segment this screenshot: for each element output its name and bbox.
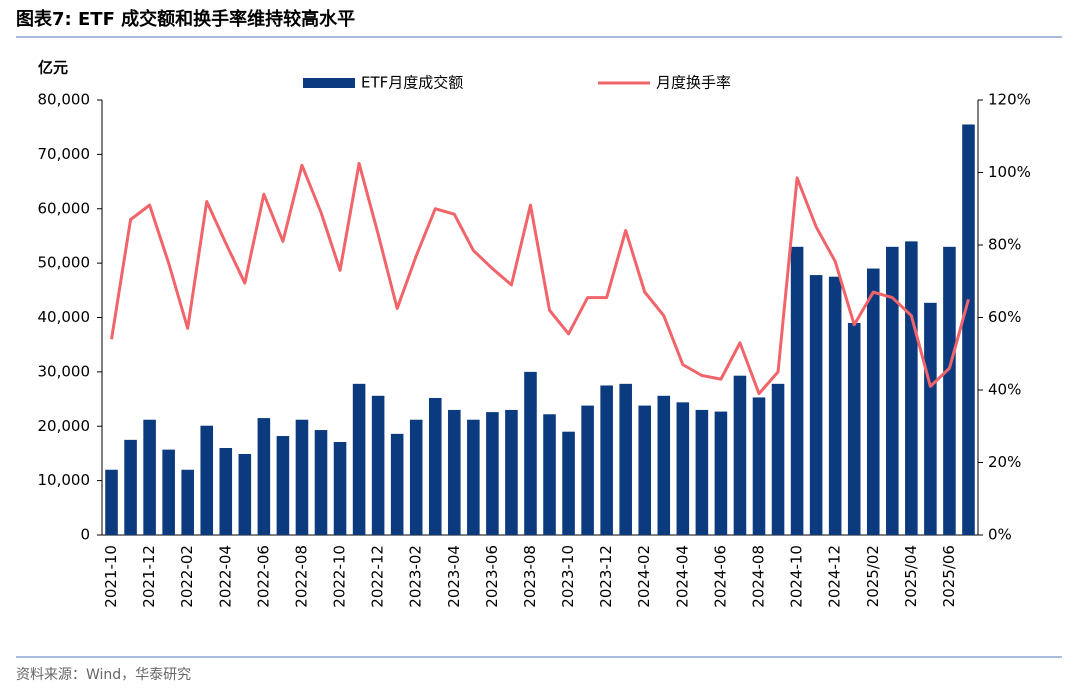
bar <box>409 419 423 535</box>
bar <box>962 124 975 535</box>
x-tick-label: 2025/02 <box>864 545 882 607</box>
x-tick-label: 2025/04 <box>902 545 920 607</box>
y2-tick-label: 80% <box>988 236 1021 254</box>
x-tick-label: 2024-06 <box>711 545 729 608</box>
bar <box>524 371 537 535</box>
legend-swatch <box>303 78 355 88</box>
bar <box>581 405 594 535</box>
chart-title: 图表7: ETF 成交额和换手率维持较高水平 <box>16 8 355 30</box>
y2-tick-label: 100% <box>988 163 1031 181</box>
bar <box>771 383 785 535</box>
bar <box>105 469 118 535</box>
y-tick-label: 20,000 <box>38 417 91 435</box>
bar <box>467 419 480 535</box>
y-tick-label: 0 <box>80 526 90 544</box>
bar <box>924 302 937 535</box>
bar <box>695 409 709 535</box>
x-tick-label: 2022-04 <box>216 545 234 608</box>
bar <box>257 418 271 535</box>
bar <box>295 419 309 535</box>
bar <box>905 241 918 535</box>
y-tick-label: 10,000 <box>38 471 91 489</box>
x-tick-label: 2023-10 <box>559 545 577 608</box>
bar <box>371 395 385 535</box>
bar <box>619 383 632 535</box>
bar <box>486 412 499 535</box>
bar <box>809 275 823 535</box>
y2-tick-label: 60% <box>988 308 1021 326</box>
x-tick-label: 2023-08 <box>521 545 539 608</box>
y-tick-label: 50,000 <box>38 254 91 272</box>
y-tick-label: 60,000 <box>38 199 91 217</box>
x-tick-label: 2022-06 <box>254 545 272 608</box>
bar <box>638 405 652 535</box>
bar <box>276 436 290 535</box>
y-tick-label: 30,000 <box>38 362 91 380</box>
bar <box>333 442 347 535</box>
bar <box>828 276 842 535</box>
x-tick-label: 2022-12 <box>369 545 387 608</box>
bar <box>790 246 804 535</box>
bar <box>124 439 137 535</box>
bar <box>733 375 747 535</box>
x-tick-label: 2023-06 <box>483 545 501 608</box>
x-tick-label: 2023-02 <box>407 545 425 608</box>
y2-tick-label: 40% <box>988 381 1021 399</box>
bar <box>428 397 442 535</box>
y-unit: 亿元 <box>38 59 68 77</box>
bar <box>219 448 233 535</box>
bar <box>448 409 461 535</box>
bar <box>562 431 575 535</box>
bar <box>352 383 366 535</box>
bar <box>714 411 728 535</box>
x-tick-label: 2024-12 <box>826 545 844 608</box>
bar <box>886 246 899 535</box>
bar <box>847 322 861 535</box>
bar <box>200 425 214 535</box>
y-tick-label: 80,000 <box>38 91 91 109</box>
x-tick-label: 2023-12 <box>597 545 615 608</box>
legend-label: 月度换手率 <box>656 74 731 92</box>
x-tick-label: 2024-08 <box>750 545 768 608</box>
y-tick-label: 40,000 <box>38 308 91 326</box>
y-tick-label: 70,000 <box>38 145 91 163</box>
bar <box>143 419 156 535</box>
bar <box>390 433 404 535</box>
bar <box>543 414 556 535</box>
bar <box>162 449 175 535</box>
x-tick-label: 2024-02 <box>635 545 653 608</box>
bar <box>181 469 194 535</box>
x-tick-label: 2022-08 <box>292 545 310 608</box>
x-tick-label: 2022-10 <box>331 545 349 608</box>
bar <box>657 395 671 535</box>
y2-tick-label: 20% <box>988 453 1021 471</box>
bar <box>752 397 766 535</box>
source: 资料来源：Wind，华泰研究 <box>16 667 191 683</box>
bar <box>600 385 613 535</box>
bar <box>314 430 328 535</box>
bar <box>505 409 518 535</box>
line <box>110 161 970 396</box>
x-tick-label: 2025/06 <box>940 545 958 607</box>
x-tick-label: 2023-04 <box>445 545 463 608</box>
y2-tick-label: 0% <box>988 526 1012 544</box>
x-tick-label: 2024-10 <box>788 545 806 608</box>
bar <box>676 402 690 535</box>
bar <box>866 268 880 535</box>
bar <box>238 453 252 535</box>
y2-tick-label: 120% <box>988 91 1031 109</box>
bar <box>943 246 956 535</box>
x-tick-label: 2024-04 <box>673 545 691 608</box>
x-tick-label: 2021-10 <box>102 545 120 608</box>
x-tick-label: 2022-02 <box>178 545 196 608</box>
x-tick-label: 2021-12 <box>140 545 158 608</box>
legend-label: ETF月度成交额 <box>361 74 463 92</box>
